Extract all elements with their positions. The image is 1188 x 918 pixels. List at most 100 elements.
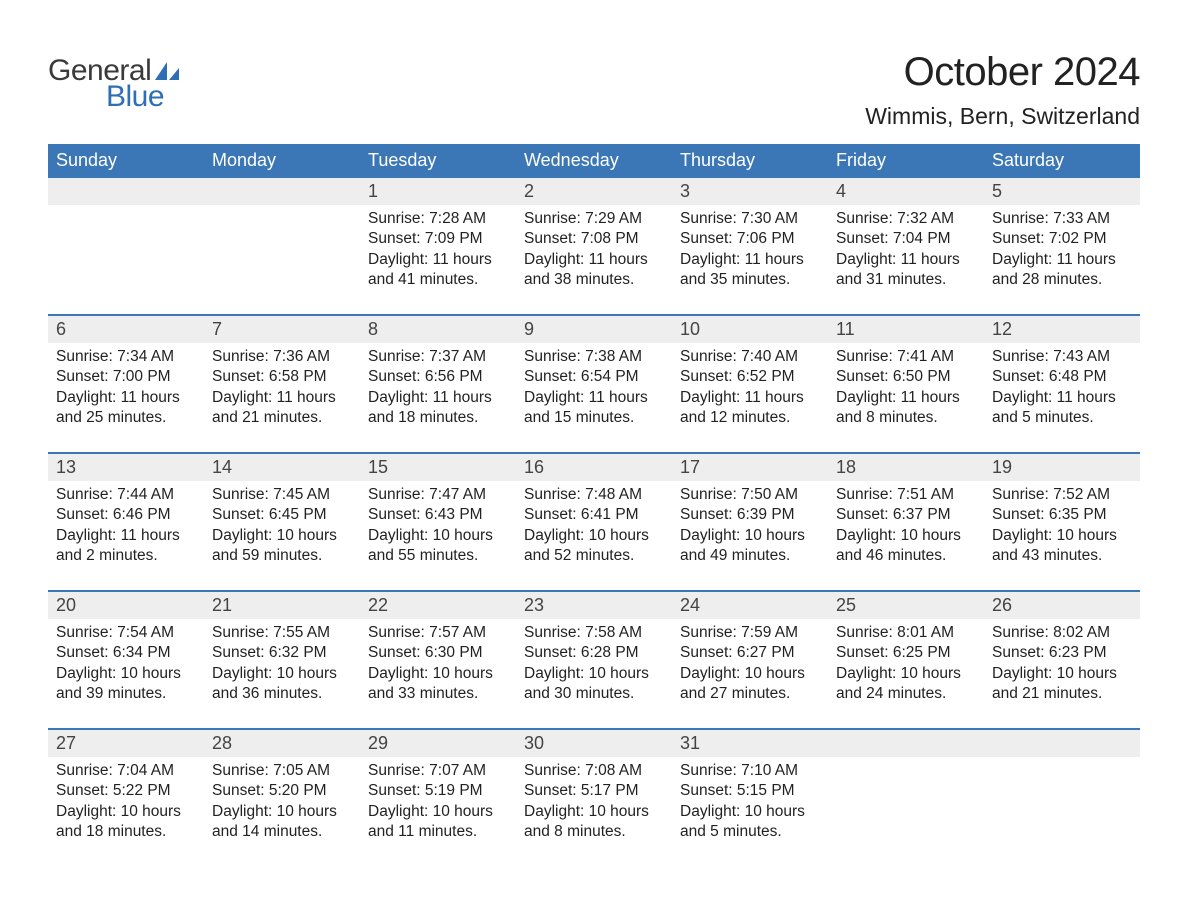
day-cell: 28Sunrise: 7:05 AMSunset: 5:20 PMDayligh… — [204, 730, 360, 848]
sunrise-text: Sunrise: 7:40 AM — [680, 347, 820, 367]
day-body: Sunrise: 7:50 AMSunset: 6:39 PMDaylight:… — [672, 481, 828, 571]
day-cell: 6Sunrise: 7:34 AMSunset: 7:00 PMDaylight… — [48, 316, 204, 434]
daylight-text: Daylight: 10 hours and 46 minutes. — [836, 526, 976, 567]
sunrise-text: Sunrise: 7:52 AM — [992, 485, 1132, 505]
sunrise-text: Sunrise: 7:50 AM — [680, 485, 820, 505]
day-body: Sunrise: 7:04 AMSunset: 5:22 PMDaylight:… — [48, 757, 204, 847]
week-row: 20Sunrise: 7:54 AMSunset: 6:34 PMDayligh… — [48, 590, 1140, 710]
day-cell: 17Sunrise: 7:50 AMSunset: 6:39 PMDayligh… — [672, 454, 828, 572]
day-body: Sunrise: 7:28 AMSunset: 7:09 PMDaylight:… — [360, 205, 516, 295]
day-number: 26 — [984, 592, 1140, 619]
day-cell — [48, 178, 204, 296]
day-body: Sunrise: 7:48 AMSunset: 6:41 PMDaylight:… — [516, 481, 672, 571]
day-number: 25 — [828, 592, 984, 619]
daylight-text: Daylight: 11 hours and 25 minutes. — [56, 388, 196, 429]
day-cell: 21Sunrise: 7:55 AMSunset: 6:32 PMDayligh… — [204, 592, 360, 710]
day-number-empty — [48, 178, 204, 205]
day-number: 6 — [48, 316, 204, 343]
day-body: Sunrise: 7:40 AMSunset: 6:52 PMDaylight:… — [672, 343, 828, 433]
day-cell: 2Sunrise: 7:29 AMSunset: 7:08 PMDaylight… — [516, 178, 672, 296]
sunrise-text: Sunrise: 7:54 AM — [56, 623, 196, 643]
day-body: Sunrise: 7:59 AMSunset: 6:27 PMDaylight:… — [672, 619, 828, 709]
sunset-text: Sunset: 6:58 PM — [212, 367, 352, 387]
daylight-text: Daylight: 11 hours and 21 minutes. — [212, 388, 352, 429]
sunset-text: Sunset: 6:45 PM — [212, 505, 352, 525]
sunset-text: Sunset: 5:22 PM — [56, 781, 196, 801]
sunrise-text: Sunrise: 7:51 AM — [836, 485, 976, 505]
daylight-text: Daylight: 11 hours and 5 minutes. — [992, 388, 1132, 429]
sunrise-text: Sunrise: 7:07 AM — [368, 761, 508, 781]
sunset-text: Sunset: 6:32 PM — [212, 643, 352, 663]
daylight-text: Daylight: 10 hours and 14 minutes. — [212, 802, 352, 843]
day-cell: 26Sunrise: 8:02 AMSunset: 6:23 PMDayligh… — [984, 592, 1140, 710]
week-row: 27Sunrise: 7:04 AMSunset: 5:22 PMDayligh… — [48, 728, 1140, 848]
sunrise-text: Sunrise: 7:29 AM — [524, 209, 664, 229]
sunrise-text: Sunrise: 7:32 AM — [836, 209, 976, 229]
day-body: Sunrise: 7:05 AMSunset: 5:20 PMDaylight:… — [204, 757, 360, 847]
sunset-text: Sunset: 6:54 PM — [524, 367, 664, 387]
day-number: 31 — [672, 730, 828, 757]
sunset-text: Sunset: 7:02 PM — [992, 229, 1132, 249]
day-number: 28 — [204, 730, 360, 757]
day-cell: 14Sunrise: 7:45 AMSunset: 6:45 PMDayligh… — [204, 454, 360, 572]
day-body: Sunrise: 7:29 AMSunset: 7:08 PMDaylight:… — [516, 205, 672, 295]
daylight-text: Daylight: 10 hours and 59 minutes. — [212, 526, 352, 567]
sunset-text: Sunset: 6:43 PM — [368, 505, 508, 525]
sunset-text: Sunset: 6:46 PM — [56, 505, 196, 525]
sunset-text: Sunset: 7:08 PM — [524, 229, 664, 249]
day-cell — [204, 178, 360, 296]
sunrise-text: Sunrise: 7:05 AM — [212, 761, 352, 781]
day-body: Sunrise: 7:43 AMSunset: 6:48 PMDaylight:… — [984, 343, 1140, 433]
day-number: 11 — [828, 316, 984, 343]
sunset-text: Sunset: 6:34 PM — [56, 643, 196, 663]
sunset-text: Sunset: 6:30 PM — [368, 643, 508, 663]
day-cell: 30Sunrise: 7:08 AMSunset: 5:17 PMDayligh… — [516, 730, 672, 848]
day-body: Sunrise: 7:41 AMSunset: 6:50 PMDaylight:… — [828, 343, 984, 433]
sail-icon — [153, 60, 181, 82]
sunrise-text: Sunrise: 7:43 AM — [992, 347, 1132, 367]
weekday-header: Thursday — [672, 144, 828, 178]
day-number: 10 — [672, 316, 828, 343]
daylight-text: Daylight: 10 hours and 5 minutes. — [680, 802, 820, 843]
sunrise-text: Sunrise: 7:57 AM — [368, 623, 508, 643]
daylight-text: Daylight: 10 hours and 24 minutes. — [836, 664, 976, 705]
sunset-text: Sunset: 7:06 PM — [680, 229, 820, 249]
day-cell: 15Sunrise: 7:47 AMSunset: 6:43 PMDayligh… — [360, 454, 516, 572]
day-number: 27 — [48, 730, 204, 757]
daylight-text: Daylight: 10 hours and 52 minutes. — [524, 526, 664, 567]
day-cell: 11Sunrise: 7:41 AMSunset: 6:50 PMDayligh… — [828, 316, 984, 434]
sunset-text: Sunset: 6:35 PM — [992, 505, 1132, 525]
sunset-text: Sunset: 6:28 PM — [524, 643, 664, 663]
daylight-text: Daylight: 10 hours and 33 minutes. — [368, 664, 508, 705]
day-cell: 8Sunrise: 7:37 AMSunset: 6:56 PMDaylight… — [360, 316, 516, 434]
day-cell: 20Sunrise: 7:54 AMSunset: 6:34 PMDayligh… — [48, 592, 204, 710]
day-cell: 16Sunrise: 7:48 AMSunset: 6:41 PMDayligh… — [516, 454, 672, 572]
daylight-text: Daylight: 10 hours and 27 minutes. — [680, 664, 820, 705]
day-cell: 24Sunrise: 7:59 AMSunset: 6:27 PMDayligh… — [672, 592, 828, 710]
month-title: October 2024 — [865, 50, 1140, 95]
day-number: 21 — [204, 592, 360, 619]
day-cell: 25Sunrise: 8:01 AMSunset: 6:25 PMDayligh… — [828, 592, 984, 710]
weekday-header: Wednesday — [516, 144, 672, 178]
title-block: October 2024 Wimmis, Bern, Switzerland — [865, 50, 1140, 130]
day-number: 23 — [516, 592, 672, 619]
daylight-text: Daylight: 10 hours and 30 minutes. — [524, 664, 664, 705]
day-number: 30 — [516, 730, 672, 757]
day-number: 17 — [672, 454, 828, 481]
day-body: Sunrise: 7:45 AMSunset: 6:45 PMDaylight:… — [204, 481, 360, 571]
day-body: Sunrise: 7:47 AMSunset: 6:43 PMDaylight:… — [360, 481, 516, 571]
weekday-header-row: Sunday Monday Tuesday Wednesday Thursday… — [48, 144, 1140, 178]
sunrise-text: Sunrise: 7:45 AM — [212, 485, 352, 505]
daylight-text: Daylight: 10 hours and 55 minutes. — [368, 526, 508, 567]
sunrise-text: Sunrise: 7:36 AM — [212, 347, 352, 367]
sunrise-text: Sunrise: 7:33 AM — [992, 209, 1132, 229]
day-cell: 5Sunrise: 7:33 AMSunset: 7:02 PMDaylight… — [984, 178, 1140, 296]
sunset-text: Sunset: 6:27 PM — [680, 643, 820, 663]
day-cell: 10Sunrise: 7:40 AMSunset: 6:52 PMDayligh… — [672, 316, 828, 434]
day-cell: 19Sunrise: 7:52 AMSunset: 6:35 PMDayligh… — [984, 454, 1140, 572]
sunrise-text: Sunrise: 7:28 AM — [368, 209, 508, 229]
daylight-text: Daylight: 11 hours and 18 minutes. — [368, 388, 508, 429]
sunset-text: Sunset: 7:09 PM — [368, 229, 508, 249]
sunset-text: Sunset: 6:23 PM — [992, 643, 1132, 663]
weekday-header: Friday — [828, 144, 984, 178]
